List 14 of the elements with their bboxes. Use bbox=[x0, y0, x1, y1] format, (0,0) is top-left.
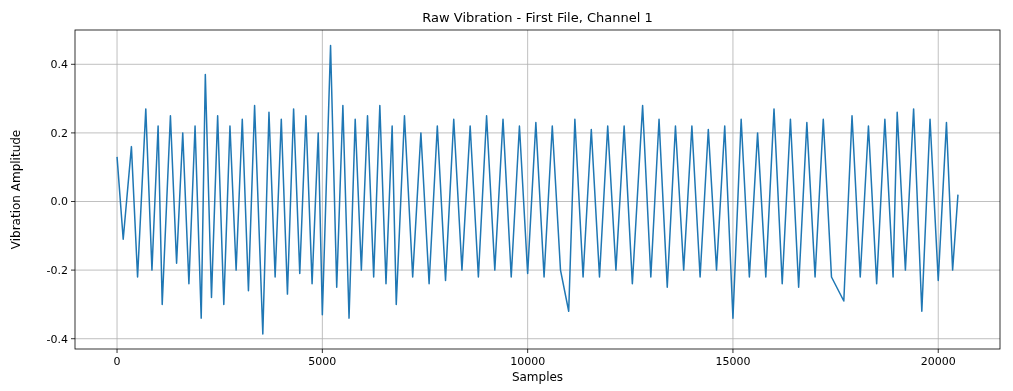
x-tick-label: 15000 bbox=[715, 355, 751, 368]
line-series bbox=[116, 44, 959, 335]
x-tick-label: 5000 bbox=[308, 355, 337, 368]
x-tick-label: 10000 bbox=[510, 355, 546, 368]
x-axis-title: Samples bbox=[511, 370, 564, 384]
y-axis-title: Vibration Amplitude bbox=[9, 129, 23, 250]
y-tick-label: 0.2 bbox=[50, 126, 68, 140]
x-tick-label: 0 bbox=[113, 355, 121, 368]
y-tick-label: -0.2 bbox=[46, 263, 68, 277]
y-tick-label: 0.0 bbox=[50, 195, 68, 209]
y-tick-label: -0.4 bbox=[46, 332, 68, 346]
x-tick-label: 20000 bbox=[920, 355, 956, 368]
chart-title: Raw Vibration - First File, Channel 1 bbox=[422, 10, 653, 25]
y-tick-label: 0.4 bbox=[50, 58, 68, 72]
